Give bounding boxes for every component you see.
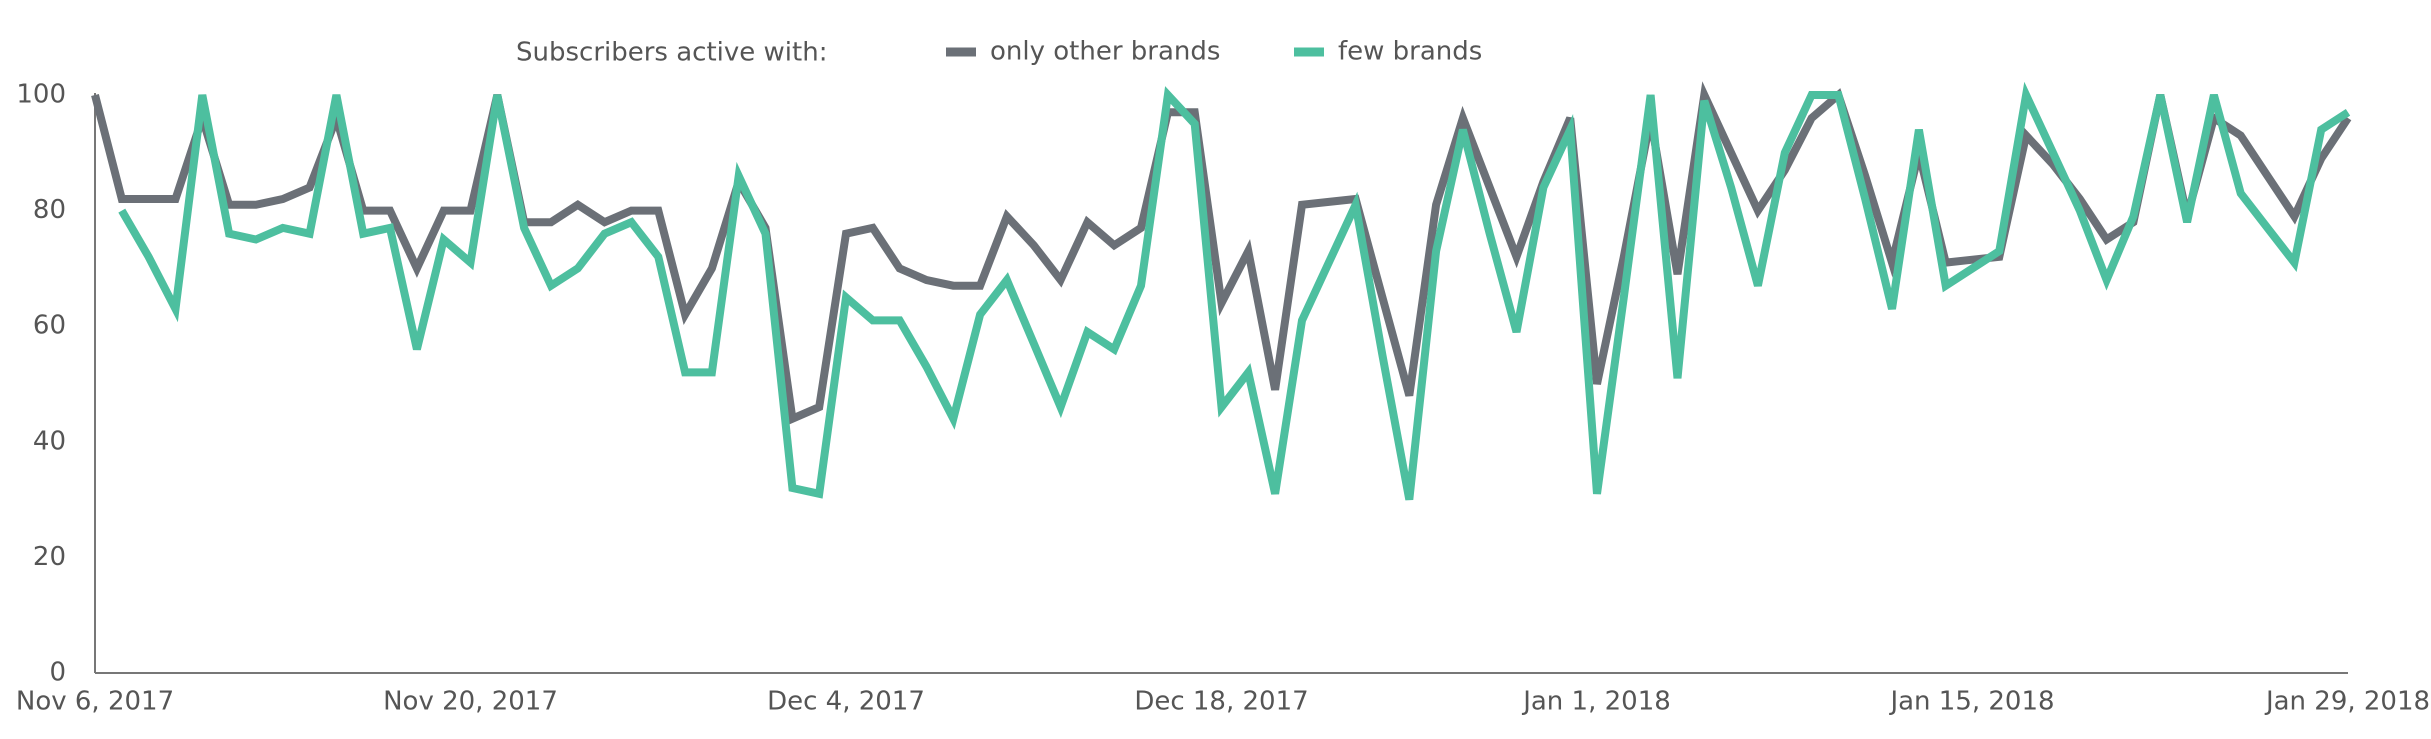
- x-tick-label: Nov 6, 2017: [16, 687, 174, 717]
- y-tick-label: 20: [33, 542, 66, 572]
- y-tick-label: 40: [33, 426, 66, 456]
- y-tick-label: 0: [49, 658, 66, 688]
- x-tick-label: Nov 20, 2017: [383, 687, 558, 717]
- x-tick-label: Jan 29, 2018: [2264, 687, 2430, 717]
- x-tick-label: Dec 4, 2017: [767, 687, 925, 717]
- x-tick-label: Jan 15, 2018: [1888, 687, 2054, 717]
- legend-title: Subscribers active with:: [516, 38, 827, 68]
- x-tick-label: Jan 1, 2018: [1521, 687, 1671, 717]
- x-tick-label: Dec 18, 2017: [1134, 687, 1308, 717]
- y-tick-label: 80: [33, 195, 66, 225]
- y-tick-label: 60: [33, 311, 66, 341]
- legend-label: only other brands: [990, 37, 1220, 67]
- series-line: [118, 81, 2351, 501]
- series-line: [91, 81, 2352, 425]
- y-tick-label: 100: [16, 80, 66, 110]
- legend-label: few brands: [1338, 37, 1482, 67]
